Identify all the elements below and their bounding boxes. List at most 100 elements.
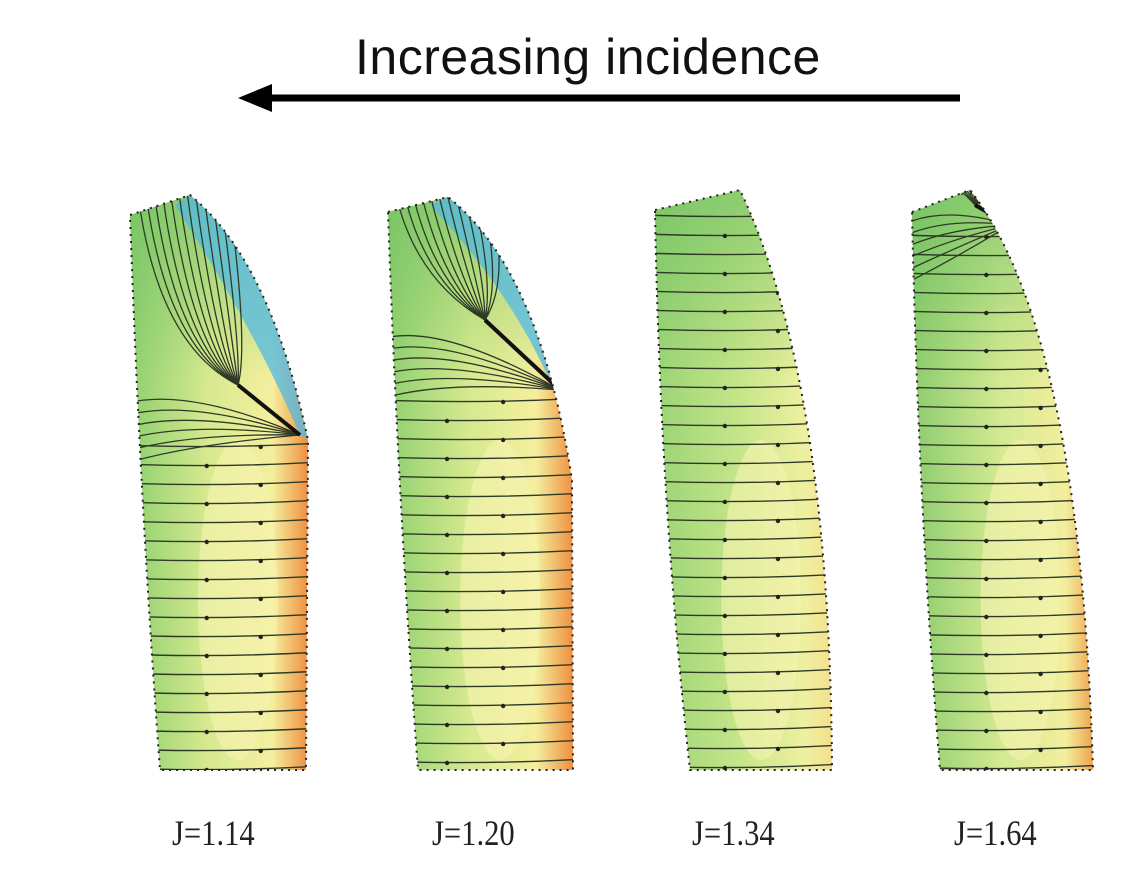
streamline bbox=[388, 530, 573, 536]
streamline-arrow-icon bbox=[984, 538, 989, 544]
streamline-arrow-icon bbox=[444, 494, 450, 500]
streamline-arrow-icon bbox=[722, 499, 728, 505]
streamline-arrow-icon bbox=[775, 556, 781, 562]
streamline bbox=[395, 197, 486, 321]
streamline bbox=[388, 334, 561, 391]
streamline bbox=[403, 197, 486, 321]
streamline-arrow-icon bbox=[500, 703, 506, 709]
streamline bbox=[137, 195, 239, 386]
panel-label-3: J=1.34 bbox=[692, 813, 775, 853]
streamline-arrow-icon bbox=[984, 310, 989, 316]
streamline bbox=[421, 197, 486, 321]
streamline-arrow-icon bbox=[1038, 253, 1043, 259]
streamline-arrow-icon bbox=[722, 385, 728, 391]
streamline bbox=[974, 190, 1018, 206]
streamline-arrow-icon bbox=[500, 627, 506, 633]
streamline-arrow-icon bbox=[722, 233, 728, 239]
streamline-arrow-icon bbox=[258, 634, 263, 640]
streamline bbox=[412, 197, 486, 321]
streamline bbox=[974, 190, 1003, 206]
streamline-arrow-icon bbox=[204, 691, 209, 697]
streamline-arrow-icon bbox=[775, 518, 781, 524]
streamline bbox=[388, 473, 573, 479]
streamline bbox=[388, 492, 573, 498]
streamline-arrow-icon bbox=[984, 462, 989, 468]
streamline-arrow-icon bbox=[984, 766, 989, 770]
streamline-arrow-icon bbox=[204, 653, 209, 659]
streamline-arrow-icon bbox=[775, 328, 781, 334]
streamline-arrow-icon bbox=[775, 252, 781, 258]
streamline-arrow-icon bbox=[775, 708, 781, 714]
streamline-arrow-icon bbox=[775, 670, 781, 676]
streamline-arrow-icon bbox=[500, 551, 506, 557]
streamline-arrow-icon bbox=[204, 539, 209, 545]
streamline-arrow-icon bbox=[984, 576, 989, 582]
streamline bbox=[388, 454, 573, 460]
streamline bbox=[912, 224, 1011, 286]
low-pressure-region bbox=[430, 197, 560, 395]
streamline-arrow-icon bbox=[984, 500, 989, 506]
streamline-arrow-icon bbox=[1038, 329, 1043, 335]
streamline bbox=[912, 224, 1011, 274]
streamline-arrow-icon bbox=[1038, 367, 1043, 373]
streamline-arrow-icon bbox=[775, 746, 781, 752]
blade-outline bbox=[386, 195, 575, 771]
streamline-arrow-icon bbox=[1038, 671, 1043, 677]
blade-panel-1 bbox=[128, 193, 310, 771]
streamline bbox=[974, 190, 1010, 206]
streamline-arrow-icon bbox=[984, 652, 989, 658]
streamline-arrow-icon bbox=[258, 444, 263, 450]
streamline-arrow-icon bbox=[1038, 709, 1043, 715]
streamline-arrow-icon bbox=[500, 475, 506, 481]
blade-panel-3 bbox=[653, 188, 834, 771]
streamline-arrow-icon bbox=[775, 404, 781, 410]
streamline-arrow-icon bbox=[775, 480, 781, 486]
streamline-arrow-icon bbox=[722, 309, 728, 315]
streamline-arrow-icon bbox=[258, 482, 263, 488]
streamline-arrow-icon bbox=[1038, 557, 1043, 563]
streamline-arrow-icon bbox=[722, 727, 728, 733]
streamline-arrow-icon bbox=[204, 729, 209, 735]
streamline-arrow-icon bbox=[984, 614, 989, 620]
streamline-arrow-icon bbox=[1038, 595, 1043, 601]
streamline-arrow-icon bbox=[444, 418, 450, 424]
streamline-arrow-icon bbox=[722, 689, 728, 695]
streamline-arrow-icon bbox=[204, 615, 209, 621]
streamline bbox=[145, 195, 239, 386]
streamline bbox=[211, 195, 239, 386]
streamline bbox=[388, 511, 573, 517]
streamline-arrow-icon bbox=[500, 741, 506, 747]
streamline-arrow-icon bbox=[204, 577, 209, 583]
streamline-arrow-icon bbox=[775, 214, 781, 220]
blade-panel-4 bbox=[910, 188, 1095, 771]
streamline-arrow-icon bbox=[775, 594, 781, 600]
streamline-arrow-icon bbox=[258, 558, 263, 564]
streamline-arrow-icon bbox=[1038, 443, 1043, 449]
streamline-arrow-icon bbox=[258, 710, 263, 716]
streamline bbox=[178, 195, 239, 386]
streamline-arrow-icon bbox=[204, 767, 209, 770]
low-pressure-region bbox=[175, 195, 308, 440]
streamline-arrow-icon bbox=[500, 665, 506, 671]
streamline bbox=[446, 197, 486, 321]
streamline bbox=[153, 195, 239, 386]
streamline bbox=[429, 197, 486, 321]
streamline-arrow-icon bbox=[1038, 291, 1043, 297]
streamline-arrow-icon bbox=[444, 456, 450, 462]
streamline bbox=[438, 197, 486, 321]
panel-label-1: J=1.14 bbox=[172, 813, 255, 853]
streamline bbox=[974, 190, 988, 206]
streamline bbox=[388, 416, 573, 422]
streamline-arrow-icon bbox=[775, 366, 781, 372]
streamline-arrow-icon bbox=[984, 272, 989, 278]
streamline-arrow-icon bbox=[984, 386, 989, 392]
streamline-arrow-icon bbox=[444, 684, 450, 690]
streamline bbox=[195, 195, 239, 386]
streamline-arrow-icon bbox=[775, 632, 781, 638]
streamline-arrow-icon bbox=[204, 501, 209, 507]
streamline-arrow-icon bbox=[1038, 747, 1043, 753]
streamline-arrow-icon bbox=[722, 423, 728, 429]
streamline-arrow-icon bbox=[444, 722, 450, 728]
streamline-arrow-icon bbox=[775, 442, 781, 448]
streamline bbox=[455, 197, 486, 321]
